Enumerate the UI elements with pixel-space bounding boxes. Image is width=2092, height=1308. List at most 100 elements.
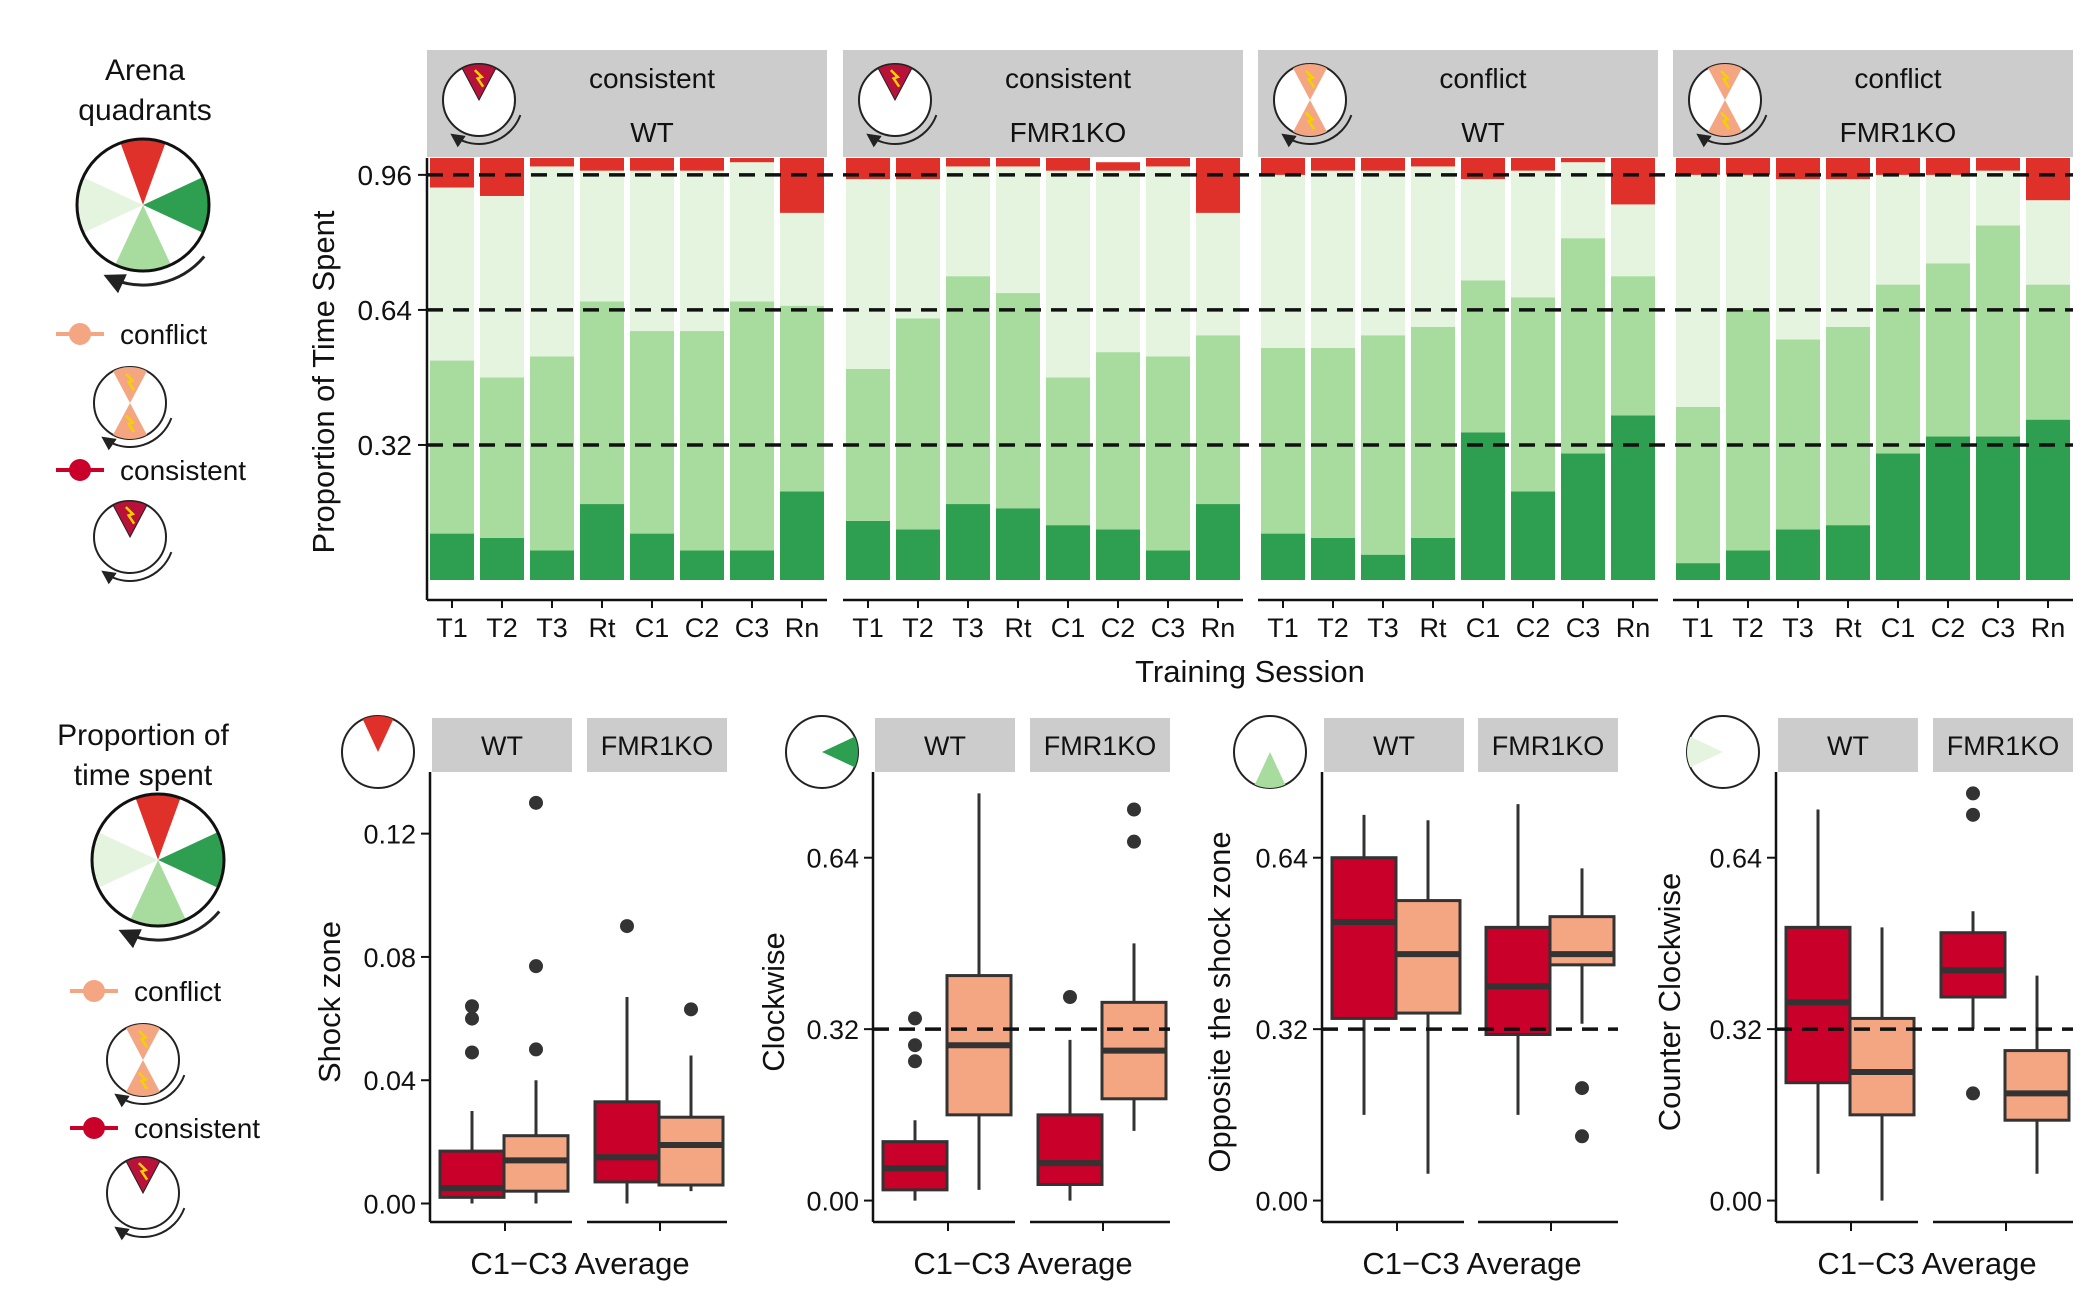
legend-bottom-consistent-label: consistent [134, 1113, 260, 1144]
lightning-bolt-icon [124, 372, 136, 392]
facet-strip-line2: FMR1KO [1840, 117, 1957, 148]
bar-segment [630, 533, 674, 580]
box-outlier [1966, 786, 1980, 801]
top-y-tick-label: 0.64 [358, 295, 413, 326]
bar-segment [530, 356, 574, 551]
lightning-bolt-icon [124, 414, 136, 433]
quadrant-icon [785, 715, 859, 789]
bar-segment [1311, 347, 1355, 538]
bar-segment [1196, 158, 1240, 213]
box-body [502, 1134, 570, 1193]
arena-wedge [83, 205, 143, 265]
bar-segment [1096, 170, 1140, 353]
arena-wedge [158, 860, 218, 920]
box-outlier [1966, 807, 1980, 822]
bar-segment [1046, 377, 1090, 526]
bar-segment [846, 520, 890, 580]
bar-segment [580, 301, 624, 505]
bar-segment [1411, 166, 1455, 327]
box-outlier [465, 999, 479, 1014]
top-x-tick-label: C3 [1566, 613, 1601, 643]
bar-segment [630, 170, 674, 332]
box-x-axis-label: C1−C3 Average [1817, 1246, 2036, 1281]
bar-segment [1511, 158, 1555, 171]
legend-bottom: Proportion of time spent conflict consis… [57, 719, 260, 1241]
box-y-tick-label: 0.00 [363, 1190, 416, 1220]
box-outlier [465, 1011, 479, 1026]
bar-segment [1876, 158, 1920, 175]
bar-segment [1611, 158, 1655, 205]
bar-segment [480, 158, 524, 196]
box-outlier [908, 1038, 922, 1053]
bar-segment [1096, 529, 1140, 580]
box-outlier [1127, 802, 1141, 817]
top-x-tick-label: Rt [1835, 613, 1862, 643]
bar-segment [1261, 158, 1305, 175]
box-facet-strip [875, 718, 1015, 772]
facet-strip-line1: conflict [1439, 63, 1526, 94]
bar-segment [1776, 529, 1820, 580]
bar-segment [1146, 166, 1190, 357]
rotation-arrow-icon [1696, 114, 1768, 148]
bar-segment [680, 170, 724, 332]
box-x-axis-label: C1−C3 Average [913, 1246, 1132, 1281]
top-x-tick-label: C3 [1151, 613, 1186, 643]
arena-wedge [130, 860, 186, 926]
top-x-tick-label: T2 [486, 613, 518, 643]
box-facet-strip [432, 718, 572, 772]
box-y-tick-label: 0.64 [1709, 844, 1762, 874]
bar-segment [1876, 453, 1920, 580]
bar-segment [1311, 158, 1355, 171]
box-y-tick-label: 0.64 [1255, 844, 1308, 874]
bar-segment [2026, 284, 2070, 420]
consistent-legend-dot [83, 1117, 105, 1139]
bar-segment [1261, 174, 1305, 348]
bar-segment [780, 158, 824, 213]
box-facet-strip-label: FMR1KO [601, 731, 714, 761]
bar-segment [946, 158, 990, 167]
top-x-tick-label: C1 [1881, 613, 1916, 643]
arena-wedge [143, 205, 203, 265]
box-facet-strip [587, 718, 727, 772]
bar-segment [1046, 525, 1090, 580]
box-facet-strip-label: WT [1373, 731, 1415, 761]
bar-segment [680, 158, 724, 171]
top-x-tick-label: T1 [436, 613, 468, 643]
bar-segment [680, 550, 724, 580]
box-facet-strip-label: WT [1827, 731, 1869, 761]
bar-segment [1676, 406, 1720, 564]
bar-segment [1826, 525, 1870, 580]
legend-bottom-title-line1: Proportion of [57, 719, 229, 752]
box-y-tick-label: 0.00 [806, 1187, 859, 1217]
facet-strip-icon [1273, 63, 1353, 148]
box-facet-strip-label: FMR1KO [1947, 731, 2060, 761]
bar-segment [2026, 200, 2070, 285]
top-x-tick-label: T2 [902, 613, 934, 643]
box-outlier [908, 1011, 922, 1026]
conflict-arena-icon [93, 366, 173, 451]
box-outlier [1063, 990, 1077, 1004]
bar-segment [1611, 276, 1655, 416]
quadrant-icon [1233, 715, 1307, 789]
facet-strip-icon [1688, 63, 1768, 148]
counter-quadrant-icon [1687, 736, 1723, 768]
box-facet-strip-label: FMR1KO [1492, 731, 1605, 761]
bar-segment [1461, 179, 1505, 281]
bar-segment [1146, 158, 1190, 167]
bar-segment [480, 537, 524, 580]
box-plot-shock-zone: Shock zone C1−C3 Average 0.00 0.04 0.08 0.1… [312, 715, 727, 1281]
lightning-bolt-icon [889, 69, 901, 88]
top-x-tick-label: Rn [1616, 613, 1651, 643]
box-plot-clockwise: Clockwise C1−C3 Average 0.00 0.32 0.64 WT FM… [756, 715, 1170, 1281]
bar-segment [996, 158, 1040, 167]
bar-segment [1976, 158, 2020, 171]
legend-top-conflict-label: conflict [120, 319, 207, 350]
bar-segment [780, 212, 824, 306]
top-x-tick-label: Rt [1420, 613, 1447, 643]
box-y-axis-label: Counter Clockwise [1652, 873, 1687, 1131]
box-body [657, 1115, 725, 1187]
box-facet-strip [1778, 718, 1918, 772]
box-facet-strip [1030, 718, 1170, 772]
arena-outline [90, 792, 226, 928]
